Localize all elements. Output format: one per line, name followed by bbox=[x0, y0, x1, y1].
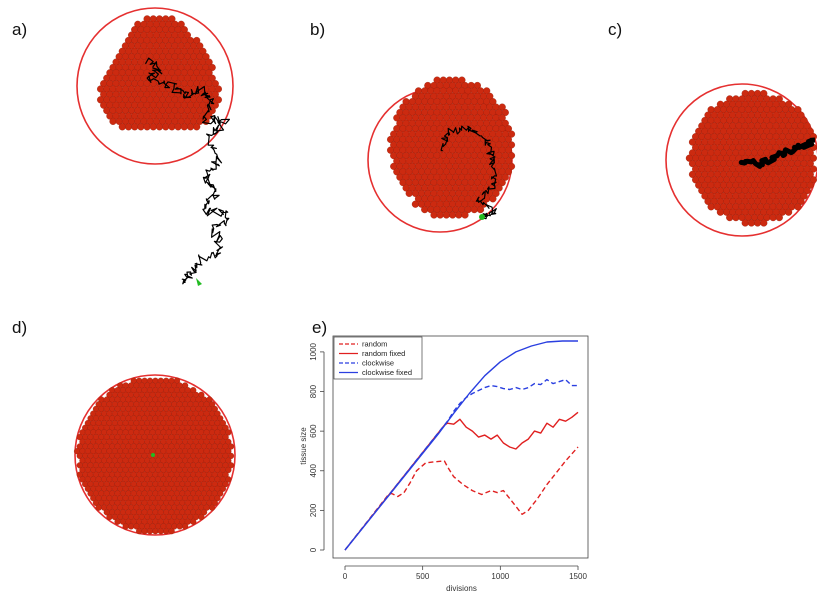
y-tick-label: 0 bbox=[309, 547, 318, 552]
panel-label-c: c) bbox=[608, 20, 623, 39]
series-line-random-fixed bbox=[344, 411, 579, 551]
start-marker bbox=[479, 214, 485, 220]
panel-label-b: b) bbox=[310, 20, 326, 39]
cell-cloud bbox=[97, 15, 222, 131]
x-tick-label: 1000 bbox=[491, 572, 509, 581]
cell-cloud bbox=[73, 377, 235, 535]
cell-cloud bbox=[387, 76, 516, 219]
panel-c-tissue bbox=[665, 83, 817, 237]
boundary-circle bbox=[76, 7, 234, 165]
plot-frame bbox=[332, 335, 589, 559]
panel-label-a: a) bbox=[12, 20, 28, 39]
y-axis-label: tissue size bbox=[299, 427, 308, 465]
panel-label-e: e) bbox=[312, 318, 328, 337]
series-line-clockwise bbox=[344, 378, 578, 551]
panel-a-tissue bbox=[76, 7, 234, 286]
center-marker bbox=[151, 453, 155, 457]
legend-label: random fixed bbox=[362, 349, 405, 358]
legend-label: clockwise bbox=[362, 359, 394, 368]
panel-b-tissue bbox=[367, 76, 516, 233]
x-axis-label: divisions bbox=[446, 584, 477, 593]
x-tick-label: 500 bbox=[416, 572, 430, 581]
boundary-circle bbox=[665, 83, 817, 237]
random-walk-path bbox=[738, 137, 816, 169]
random-walk-path bbox=[440, 125, 498, 220]
y-tick-label: 600 bbox=[309, 424, 318, 438]
x-tick-label: 0 bbox=[343, 572, 348, 581]
panel-d-tissue bbox=[73, 374, 236, 536]
series-line-random bbox=[344, 446, 579, 551]
start-marker bbox=[196, 278, 202, 286]
y-tick-label: 200 bbox=[309, 503, 318, 517]
legend-label: clockwise fixed bbox=[362, 368, 412, 377]
y-tick-label: 1000 bbox=[309, 342, 318, 360]
cell-cloud bbox=[685, 89, 817, 227]
legend-label: random bbox=[362, 340, 387, 349]
x-tick-label: 1500 bbox=[569, 572, 587, 581]
boundary-circle bbox=[74, 374, 236, 536]
random-walk-path bbox=[144, 57, 230, 285]
panel-label-d: d) bbox=[12, 318, 28, 337]
y-tick-label: 800 bbox=[309, 384, 318, 398]
series-line-clockwise-fixed bbox=[344, 340, 578, 551]
y-tick-label: 400 bbox=[309, 464, 318, 478]
line-chart: 0 500 1000 1500 divisions 0 200 400 600 800 1000 ti… bbox=[299, 335, 589, 593]
